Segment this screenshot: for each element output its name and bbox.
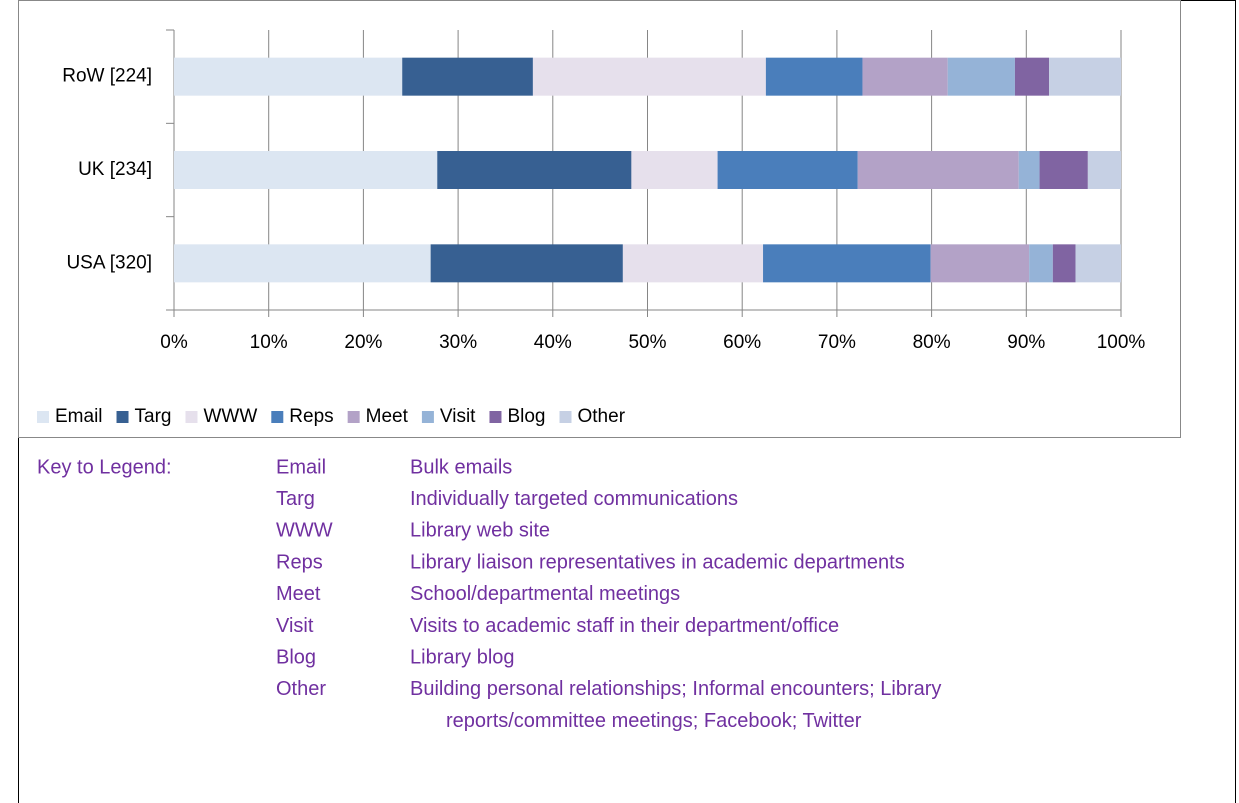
legend-swatch <box>347 411 360 423</box>
key-code: Blog <box>276 646 316 668</box>
bar-segment <box>532 57 766 96</box>
legend-swatch <box>116 411 129 423</box>
x-tick-label: 100% <box>1097 332 1146 353</box>
key-description: Library blog <box>410 646 515 668</box>
key-description: Library web site <box>410 520 550 542</box>
x-tick-label: 70% <box>818 332 856 353</box>
legend-label: Email <box>55 406 103 427</box>
bar-segment <box>930 244 1030 283</box>
y-tick-label: UK [234] <box>78 159 152 180</box>
bar-segment <box>1087 151 1121 189</box>
bar-segment <box>717 151 858 189</box>
x-tick-label: 80% <box>913 332 951 353</box>
key-description: Bulk emails <box>410 456 512 478</box>
key-description: Library liaison representatives in acade… <box>410 551 905 573</box>
bar-segment <box>1075 244 1121 283</box>
bar-segment <box>1018 151 1040 189</box>
bar-segment <box>631 151 718 189</box>
bar-segment <box>765 57 863 96</box>
x-tick-label: 40% <box>534 332 572 353</box>
x-tick-label: 60% <box>723 332 761 353</box>
legend-label: Targ <box>135 406 172 427</box>
key-code: Targ <box>276 488 315 510</box>
bar-segment <box>947 57 1015 96</box>
legend-label: WWW <box>203 406 257 427</box>
y-tick-label: RoW [224] <box>62 66 152 87</box>
legend-label: Other <box>578 406 626 427</box>
key-description: Visits to academic staff in their depart… <box>410 615 839 637</box>
x-tick-label: 30% <box>439 332 477 353</box>
key-description: School/departmental meetings <box>410 583 680 605</box>
legend-label: Reps <box>289 406 333 427</box>
key-description: Building personal relationships; Informa… <box>410 678 941 700</box>
key-description: Individually targeted communications <box>410 488 738 510</box>
key-code: Visit <box>276 615 314 637</box>
bar-segment <box>857 151 1019 189</box>
key-code: Other <box>276 678 326 700</box>
chart-border <box>18 0 1181 438</box>
legend-label: Blog <box>507 406 545 427</box>
key-description: reports/committee meetings; Facebook; Tw… <box>446 710 862 732</box>
key-code: Reps <box>276 551 323 573</box>
bar-segment <box>430 244 623 283</box>
x-tick-label: 20% <box>344 332 382 353</box>
bar-segment <box>1049 57 1121 96</box>
legend-swatch <box>37 411 49 423</box>
bar-segment <box>174 244 431 283</box>
key-code: Meet <box>276 583 321 605</box>
bar-segment <box>1014 57 1050 96</box>
x-tick-label: 50% <box>628 332 666 353</box>
x-tick-label: 10% <box>250 332 288 353</box>
legend-swatch <box>271 411 284 423</box>
key-code: Email <box>276 456 326 478</box>
bar-segment <box>862 57 948 96</box>
key-code: WWW <box>276 520 333 542</box>
bar-segment <box>1052 244 1076 283</box>
legend-swatch <box>421 411 434 423</box>
legend-label: Meet <box>366 406 409 427</box>
legend-label: Visit <box>440 406 476 427</box>
legend-swatch <box>489 411 502 423</box>
legend-swatch <box>559 411 572 423</box>
bar-segment <box>437 151 632 189</box>
bar-segment <box>174 57 403 96</box>
bar-segment <box>1039 151 1088 189</box>
x-tick-label: 0% <box>160 332 188 353</box>
bar-segment <box>174 151 438 189</box>
bar-segment <box>1029 244 1053 283</box>
bar-segment <box>622 244 764 283</box>
y-tick-label: USA [320] <box>66 252 152 273</box>
bar-segment <box>402 57 533 96</box>
key-title: Key to Legend: <box>37 456 172 478</box>
bar-segment <box>763 244 931 283</box>
legend-swatch <box>185 411 198 423</box>
x-tick-label: 90% <box>1007 332 1045 353</box>
